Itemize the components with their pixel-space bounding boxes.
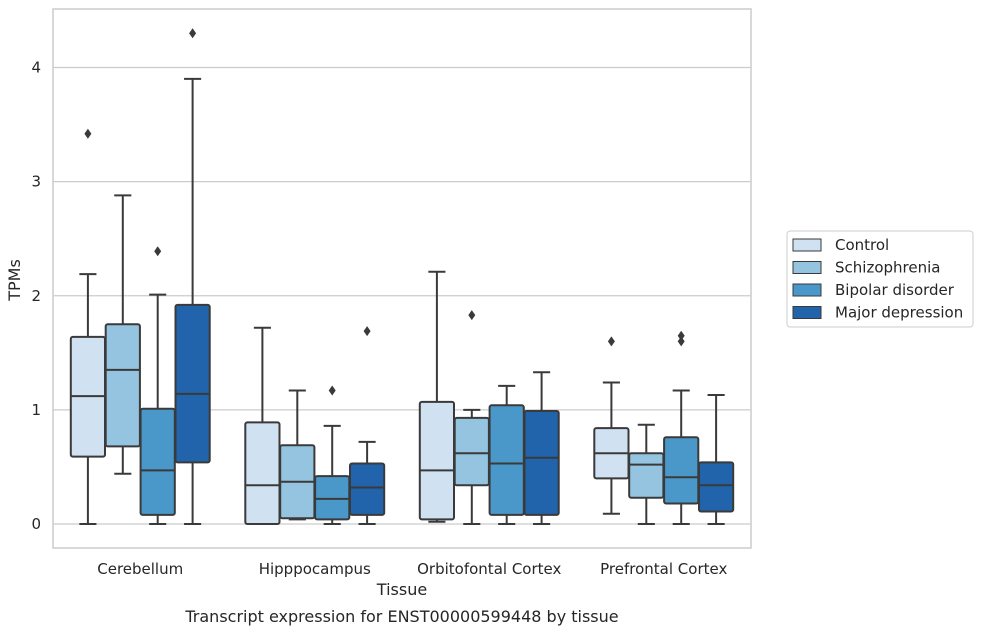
series-schizophrenia xyxy=(104,194,665,525)
box-body xyxy=(418,400,456,521)
box xyxy=(418,270,456,523)
chart-caption: Transcript expression for ENST0000059944… xyxy=(184,607,618,626)
box xyxy=(314,385,351,525)
box xyxy=(663,330,700,525)
plot-frame xyxy=(52,8,752,549)
legend-item: Schizophrenia xyxy=(792,259,940,277)
y-tick-label: 0 xyxy=(31,515,41,533)
box-body xyxy=(314,475,351,521)
box xyxy=(453,310,490,525)
y-tick-labels: 0 1 2 3 4 xyxy=(31,59,41,534)
legend-label: Schizophrenia xyxy=(835,259,940,277)
outlier-point xyxy=(468,310,476,321)
box xyxy=(348,326,386,525)
legend-swatch xyxy=(792,306,822,319)
outlier-point xyxy=(677,330,685,341)
legend: Control Schizophrenia Bipolar disorder Majo… xyxy=(786,230,974,328)
box-series xyxy=(69,28,735,525)
outlier-point xyxy=(189,28,197,39)
x-tick-labels: Cerebellum Hipppocampus Orbitofontal Corte… xyxy=(97,560,727,578)
legend-label: Control xyxy=(835,236,889,254)
legend-swatch xyxy=(792,283,822,297)
box xyxy=(69,128,107,525)
box-body xyxy=(244,421,281,525)
x-tick-label: Hipppocampus xyxy=(259,560,371,578)
box xyxy=(139,246,176,525)
x-tick-label: Cerebellum xyxy=(97,560,183,578)
y-tick-label: 2 xyxy=(31,287,41,305)
outlier-point xyxy=(328,385,336,396)
box xyxy=(244,326,281,525)
box-body xyxy=(139,407,176,516)
legend-swatch xyxy=(792,261,822,274)
box xyxy=(174,28,211,525)
box-body xyxy=(348,462,386,516)
y-tick-label: 4 xyxy=(31,59,41,77)
legend-swatch xyxy=(792,238,822,252)
x-tick-label: Orbitofontal Cortex xyxy=(417,560,561,578)
box-body xyxy=(663,436,700,505)
box xyxy=(593,336,630,515)
legend-label: Major depression xyxy=(835,304,963,322)
box-body xyxy=(488,404,525,516)
box xyxy=(523,371,560,525)
box-body xyxy=(697,461,735,513)
legend-frame xyxy=(786,230,974,328)
legend-label: Bipolar disorder xyxy=(835,281,955,299)
box xyxy=(628,423,665,525)
box-body xyxy=(104,323,141,448)
box-body xyxy=(628,452,665,499)
outlier-point xyxy=(154,246,162,257)
box-body xyxy=(453,416,490,487)
outlier-point xyxy=(363,326,371,337)
box xyxy=(104,194,141,475)
series-bipolar-disorder xyxy=(139,246,700,525)
y-tick-label: 1 xyxy=(31,401,41,419)
legend-item: Control xyxy=(792,236,889,254)
y-axis-label: TPMs xyxy=(5,259,24,302)
box-body xyxy=(174,303,211,464)
outlier-point xyxy=(677,336,685,347)
legend-item: Bipolar disorder xyxy=(792,281,955,299)
box xyxy=(488,384,525,525)
box-body xyxy=(523,410,560,516)
x-axis-label: Tissue xyxy=(376,580,427,599)
y-tick-label: 3 xyxy=(31,173,41,191)
legend-item: Major depression xyxy=(792,304,963,322)
series-major-depression xyxy=(174,28,735,525)
box xyxy=(697,394,735,525)
x-tick-label: Prefrontal Cortex xyxy=(600,560,727,578)
outlier-point xyxy=(607,336,615,347)
outlier-point xyxy=(84,128,92,139)
